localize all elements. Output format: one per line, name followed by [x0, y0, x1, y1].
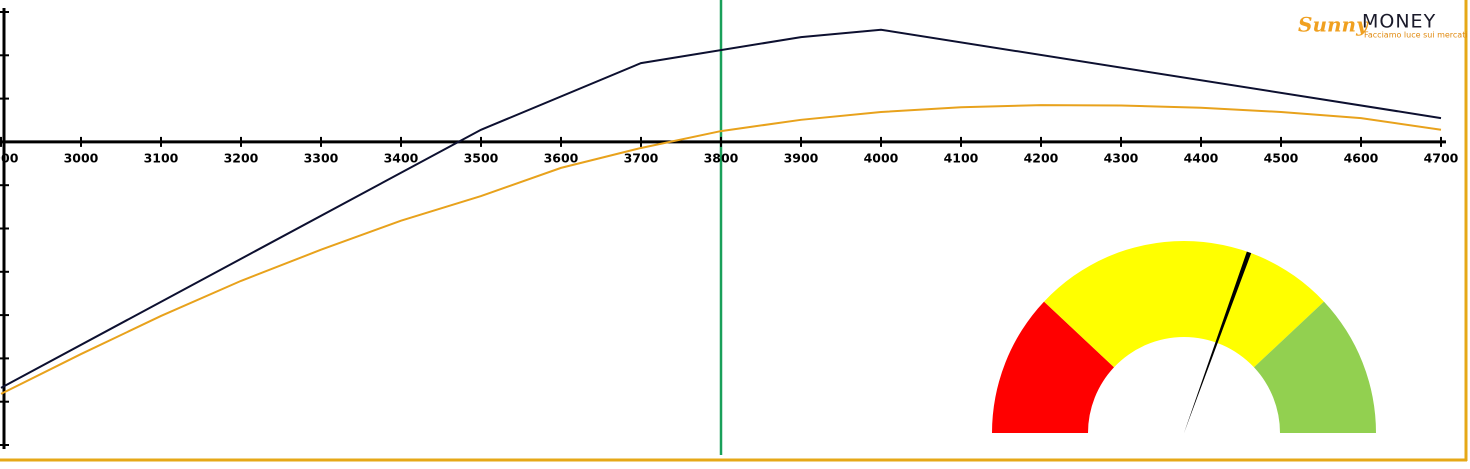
x-tick-label: 3700: [624, 150, 659, 165]
x-tick-label: 4500: [1264, 150, 1299, 165]
x-tick-label: 4700: [1424, 150, 1459, 165]
logo-name: MONEY: [1362, 11, 1436, 33]
x-tick-label: 4100: [944, 150, 979, 165]
x-tick-label: 4300: [1104, 150, 1139, 165]
x-tick-label: 2900: [0, 150, 19, 165]
gauge-band: [992, 301, 1115, 433]
x-tick-label: 3200: [224, 150, 259, 165]
gauge-band: [1044, 240, 1324, 368]
x-tick-label: 3400: [384, 150, 419, 165]
x-tick-label: 3600: [544, 150, 579, 165]
x-tick-label: 4400: [1184, 150, 1219, 165]
x-tick-label: 4000: [864, 150, 899, 165]
x-tick-label: 4600: [1344, 150, 1379, 165]
gauge-needle: [1184, 251, 1252, 433]
x-tick-label: 3000: [64, 150, 99, 165]
logo-brand: Sunny: [1298, 13, 1369, 37]
gauge-band: [1253, 301, 1376, 433]
series-line: [0, 28, 1442, 389]
x-tick-label: 4200: [1024, 150, 1059, 165]
x-tick-label: 3900: [784, 150, 819, 165]
x-tick-label: 3800: [704, 150, 739, 165]
logo-tagline: Facciamo luce sui mercati: [1364, 31, 1468, 40]
x-tick-label: 3500: [464, 150, 499, 165]
x-tick-label: 3100: [144, 150, 179, 165]
x-tick-label: 3300: [304, 150, 339, 165]
series-line: [0, 104, 1442, 395]
